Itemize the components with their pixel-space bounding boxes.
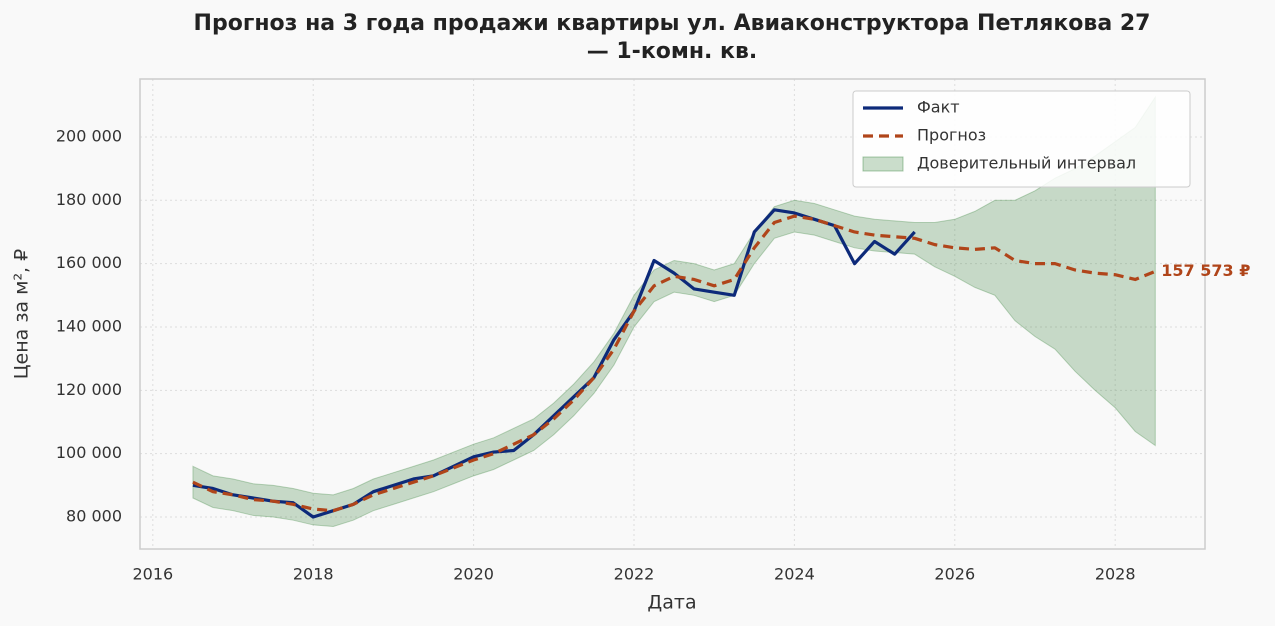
legend: Факт Прогноз Доверительный интервал bbox=[852, 90, 1191, 188]
y-tick-label: 140 000 bbox=[56, 316, 122, 335]
legend-label: Факт bbox=[917, 98, 960, 117]
y-axis-label: Цена за м², ₽ bbox=[11, 249, 33, 379]
legend-swatch bbox=[862, 156, 904, 172]
y-tick-label: 120 000 bbox=[56, 380, 122, 399]
legend-label: Доверительный интервал bbox=[917, 154, 1136, 173]
y-tick-label: 200 000 bbox=[56, 126, 122, 145]
x-tick-label: 2024 bbox=[774, 565, 815, 584]
plot-frame bbox=[139, 78, 1206, 550]
legend-label: Прогноз bbox=[917, 126, 986, 145]
x-tick-label: 2016 bbox=[132, 565, 173, 584]
y-tick-label: 180 000 bbox=[56, 190, 122, 209]
x-tick-label: 2018 bbox=[293, 565, 334, 584]
series-line bbox=[192, 214, 1156, 513]
chart-title: Прогноз на 3 года продажи квартиры ул. А… bbox=[194, 11, 1151, 36]
x-tick-label: 2020 bbox=[453, 565, 494, 584]
y-tick-label: 100 000 bbox=[56, 443, 122, 462]
x-tick-label: 2026 bbox=[934, 565, 975, 584]
y-tick-label: 160 000 bbox=[56, 253, 122, 272]
y-tick-label: 80 000 bbox=[66, 507, 122, 526]
chart-title: — 1-комн. кв. bbox=[587, 39, 758, 64]
x-axis-label: Дата bbox=[647, 592, 696, 614]
x-tick-label: 2028 bbox=[1095, 565, 1136, 584]
x-tick-label: 2022 bbox=[614, 565, 655, 584]
legend-box bbox=[852, 90, 1191, 188]
confidence-band bbox=[192, 95, 1156, 528]
series-line bbox=[192, 208, 916, 519]
end-label: 157 573 ₽ bbox=[1161, 261, 1250, 280]
